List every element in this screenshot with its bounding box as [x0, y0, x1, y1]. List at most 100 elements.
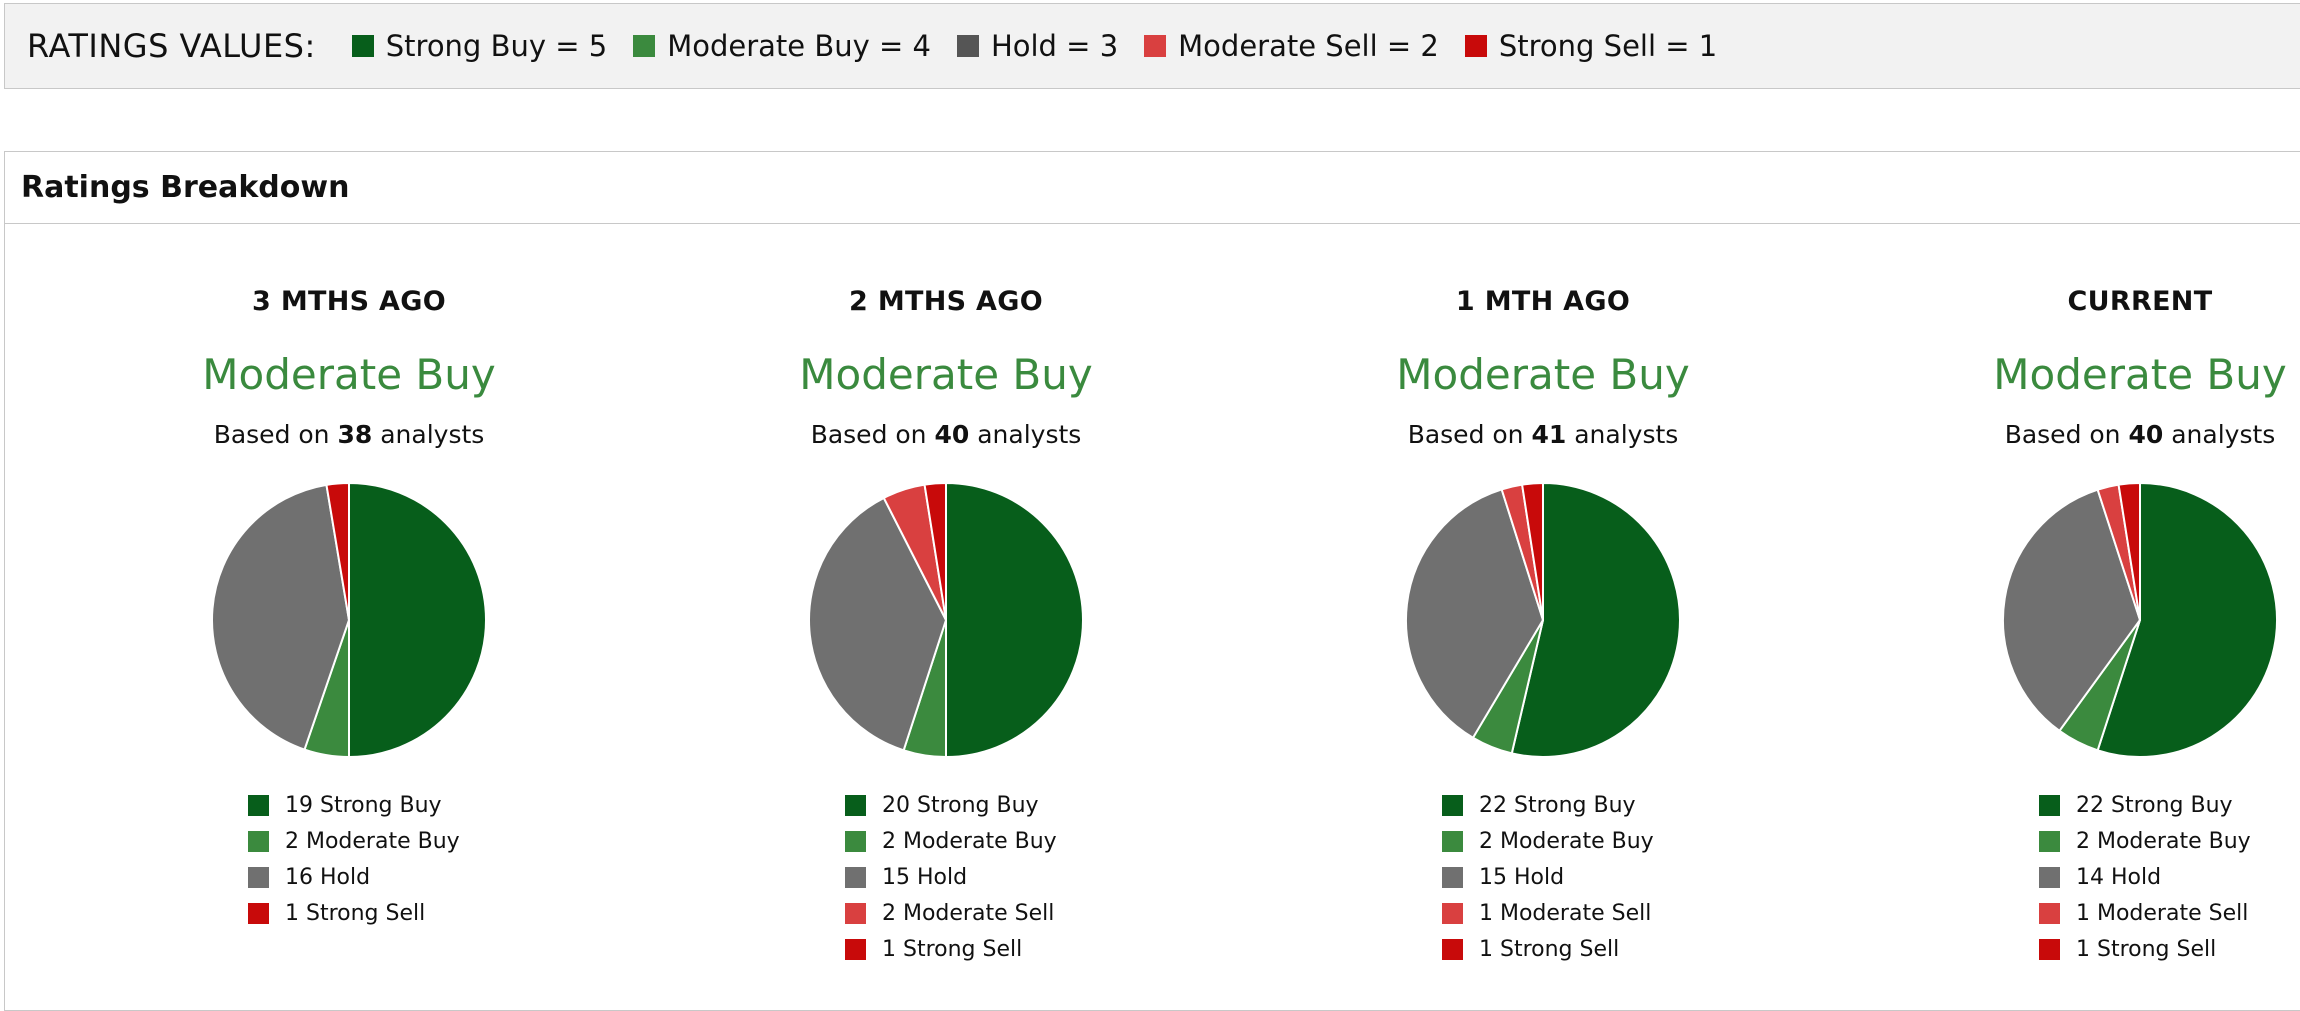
legend-swatch: [1442, 794, 1463, 816]
legend-swatch: [248, 902, 269, 924]
legend-item-moderate-sell: 1 Moderate Sell: [2039, 895, 2251, 931]
ratings-value-label: Strong Buy = 5: [385, 29, 608, 63]
analyst-count-value: 38: [337, 420, 373, 449]
consensus-rating: Moderate Buy: [1993, 350, 2287, 399]
legend-item-hold: 15 Hold: [1442, 859, 1654, 895]
legend-swatch: [2039, 938, 2060, 960]
legend-label: 2 Moderate Buy: [882, 828, 1057, 854]
legend-item-hold: 16 Hold: [248, 859, 460, 895]
legend-label: 14 Hold: [2076, 864, 2162, 890]
legend-item-moderate-buy: 2 Moderate Buy: [845, 823, 1057, 859]
moderate-sell-swatch: [1144, 35, 1167, 57]
legend-swatch: [2039, 830, 2060, 852]
pie-slice-hold[interactable]: [2002, 488, 2141, 732]
legend-label: 2 Moderate Buy: [285, 828, 460, 854]
pie-slice-strong-buy[interactable]: [1510, 482, 1681, 758]
based-on-prefix: Based on: [213, 420, 330, 449]
legend-label: 1 Strong Sell: [285, 900, 426, 926]
legend-item-strong-sell: 1 Strong Sell: [248, 895, 460, 931]
legend-swatch: [248, 794, 269, 816]
legend-item-strong-buy: 19 Strong Buy: [248, 787, 460, 823]
analyst-count: Based on 40 analysts: [1880, 420, 2300, 449]
hold-swatch: [956, 35, 979, 57]
based-on-prefix: Based on: [1407, 420, 1524, 449]
pie-slice-strong-sell[interactable]: [325, 482, 350, 621]
legend-swatch: [845, 794, 866, 816]
ratings-value-label: Hold = 3: [990, 29, 1119, 63]
legend-swatch: [845, 902, 866, 924]
based-on-suffix: analysts: [977, 420, 1082, 449]
ratings-value-strong-buy: Strong Buy = 5: [351, 29, 608, 63]
ratings-breakdown-panel: Ratings Breakdown 3 MTHS AGO Moderate Bu…: [4, 151, 2300, 1011]
pie-legend: 20 Strong Buy 2 Moderate Buy 15 Hold 2 Mode…: [845, 787, 1057, 967]
legend-label: 20 Strong Buy: [882, 792, 1039, 818]
consensus-rating: Moderate Buy: [1396, 350, 1690, 399]
ratings-value-label: Moderate Buy = 4: [667, 29, 931, 63]
based-on-prefix: Based on: [810, 420, 927, 449]
based-on-suffix: analysts: [2171, 420, 2276, 449]
analyst-count: Based on 38 analysts: [89, 420, 609, 449]
legend-item-strong-buy: 22 Strong Buy: [2039, 787, 2251, 823]
legend-label: 22 Strong Buy: [1479, 792, 1636, 818]
legend-label: 1 Moderate Sell: [2076, 900, 2249, 926]
legend-swatch: [1442, 938, 1463, 960]
pie-slice-strong-buy[interactable]: [2096, 482, 2278, 758]
ratings-value-moderate-sell: Moderate Sell = 2: [1144, 29, 1439, 63]
legend-swatch: [1442, 902, 1463, 924]
pie-slice-strong-buy[interactable]: [348, 482, 487, 758]
pie-slice-strong-sell[interactable]: [923, 482, 947, 621]
strong-sell-swatch: [1464, 35, 1487, 57]
legend-label: 2 Moderate Buy: [2076, 828, 2251, 854]
legend-label: 22 Strong Buy: [2076, 792, 2233, 818]
legend-item-moderate-sell: 1 Moderate Sell: [1442, 895, 1654, 931]
legend-swatch: [2039, 866, 2060, 888]
ratings-pie-chart: [211, 482, 487, 758]
pie-slice-strong-sell[interactable]: [1521, 482, 1544, 621]
pie-slice-hold[interactable]: [211, 483, 350, 751]
period-label: 2 MTHS AGO: [849, 286, 1043, 317]
legend-item-hold: 15 Hold: [845, 859, 1057, 895]
ratings-values-title: RATINGS VALUES:: [27, 27, 316, 65]
ratings-pie-chart: [1405, 482, 1681, 758]
legend-item-strong-buy: 20 Strong Buy: [845, 787, 1057, 823]
legend-item-moderate-buy: 2 Moderate Buy: [1442, 823, 1654, 859]
ratings-value-hold: Hold = 3: [956, 29, 1119, 63]
ratings-value-strong-sell: Strong Sell = 1: [1464, 29, 1718, 63]
legend-item-strong-sell: 1 Strong Sell: [1442, 931, 1654, 967]
consensus-rating: Moderate Buy: [202, 350, 496, 399]
ratings-value-label: Moderate Sell = 2: [1178, 29, 1439, 63]
pie-legend: 22 Strong Buy 2 Moderate Buy 15 Hold 1 Mode…: [1442, 787, 1654, 967]
pie-slice-hold[interactable]: [808, 496, 947, 752]
legend-item-strong-buy: 22 Strong Buy: [1442, 787, 1654, 823]
legend-swatch: [1442, 830, 1463, 852]
pie-slice-strong-buy[interactable]: [945, 482, 1084, 758]
pie-slice-hold[interactable]: [1405, 488, 1544, 739]
based-on-suffix: analysts: [1574, 420, 1679, 449]
legend-swatch: [248, 830, 269, 852]
ratings-breakdown-title: Ratings Breakdown: [5, 152, 2300, 224]
ratings-value-label: Strong Sell = 1: [1498, 29, 1718, 63]
ratings-value-moderate-buy: Moderate Buy = 4: [633, 29, 931, 63]
analyst-count-value: 41: [1531, 420, 1567, 449]
analyst-count: Based on 41 analysts: [1283, 420, 1803, 449]
analyst-count-value: 40: [2128, 420, 2164, 449]
legend-swatch: [845, 830, 866, 852]
pie-slice-strong-sell[interactable]: [2117, 482, 2141, 621]
legend-item-moderate-buy: 2 Moderate Buy: [248, 823, 460, 859]
consensus-rating: Moderate Buy: [799, 350, 1093, 399]
legend-label: 19 Strong Buy: [285, 792, 442, 818]
legend-item-strong-sell: 1 Strong Sell: [2039, 931, 2251, 967]
based-on-suffix: analysts: [380, 420, 485, 449]
period-label: CURRENT: [2067, 286, 2213, 317]
legend-label: 1 Strong Sell: [2076, 936, 2217, 962]
ratings-values-bar: RATINGS VALUES: Strong Buy = 5 Moderate …: [4, 3, 2300, 89]
based-on-prefix: Based on: [2004, 420, 2121, 449]
legend-item-hold: 14 Hold: [2039, 859, 2251, 895]
legend-swatch: [845, 938, 866, 960]
legend-label: 15 Hold: [882, 864, 968, 890]
legend-swatch: [845, 866, 866, 888]
legend-swatch: [1442, 866, 1463, 888]
pie-legend: 19 Strong Buy 2 Moderate Buy 16 Hold 1 Stro…: [248, 787, 460, 931]
legend-label: 2 Moderate Sell: [882, 900, 1055, 926]
ratings-pie-chart: [2002, 482, 2278, 758]
